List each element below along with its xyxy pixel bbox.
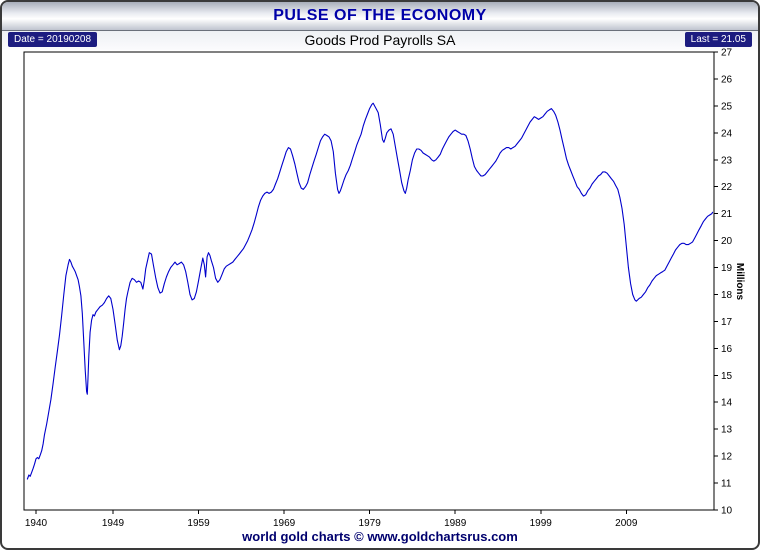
chart-title: Goods Prod Payrolls SA xyxy=(304,32,456,48)
last-value-badge: Last = 21.05 xyxy=(684,32,752,47)
x-tick-label: 1979 xyxy=(359,518,382,529)
y-tick-label: 24 xyxy=(721,128,733,139)
y-tick-label: 12 xyxy=(721,452,733,463)
y-tick-label: 25 xyxy=(721,101,733,112)
payrolls-series-line xyxy=(26,102,714,480)
y-axis-label: Millions xyxy=(734,262,746,301)
page-title: PULSE OF THE ECONOMY xyxy=(273,7,487,24)
subheader-strip xyxy=(2,31,758,50)
y-tick-label: 11 xyxy=(721,479,732,490)
y-tick-label: 17 xyxy=(721,317,733,328)
x-tick-label: 2009 xyxy=(615,518,638,529)
title-bar: PULSE OF THE ECONOMY xyxy=(2,2,758,31)
x-tick-label: 1969 xyxy=(273,518,296,529)
plot-frame xyxy=(23,51,715,511)
y-tick-label: 22 xyxy=(721,182,733,193)
x-tick-label: 1999 xyxy=(530,518,553,529)
payrolls-line-chart: 10 11 12 13 14 15 16 17 18 19 20 21 22 23 24 25 26 27 1940… xyxy=(23,48,733,529)
y-tick-label: 20 xyxy=(721,236,733,247)
y-tick-label: 26 xyxy=(721,74,733,85)
y-tick-label: 18 xyxy=(721,290,733,301)
y-tick-label: 21 xyxy=(721,209,733,220)
x-tick-label: 1949 xyxy=(102,518,125,529)
y-tick-label: 27 xyxy=(721,48,733,59)
x-tick-label: 1940 xyxy=(25,518,48,529)
date-badge: Date = 20190208 xyxy=(8,32,98,47)
footer-text: world gold charts © www.goldchartsrus.co… xyxy=(242,529,518,544)
y-tick-label: 23 xyxy=(721,155,733,166)
y-tick-label: 16 xyxy=(721,344,733,355)
y-tick-label: 15 xyxy=(721,371,733,382)
y-tick-label: 19 xyxy=(721,263,733,274)
x-tick-label: 1959 xyxy=(187,518,210,529)
y-tick-label: 10 xyxy=(721,506,733,517)
y-tick-label: 14 xyxy=(721,398,733,409)
x-tick-label: 1989 xyxy=(444,518,467,529)
y-tick-label: 13 xyxy=(721,425,733,436)
